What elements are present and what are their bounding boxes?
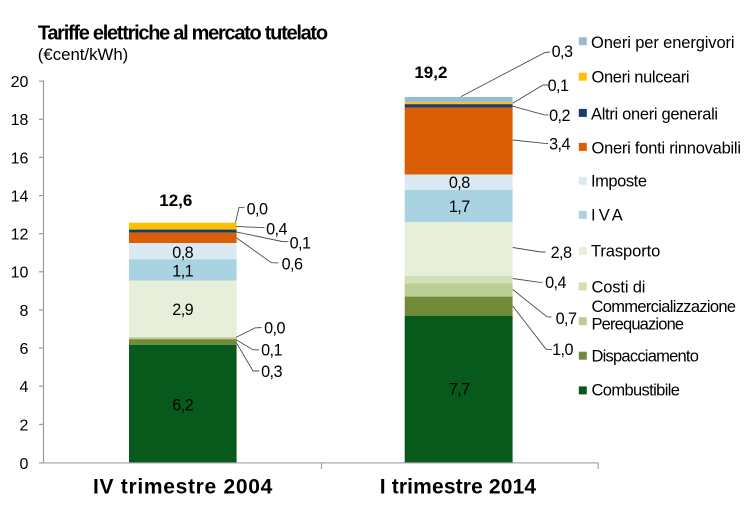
svg-text:Costi di: Costi di [592, 278, 646, 296]
svg-text:0,2: 0,2 [549, 107, 570, 125]
svg-text:8: 8 [19, 303, 28, 320]
svg-text:1,1: 1,1 [172, 262, 193, 280]
svg-text:14: 14 [11, 189, 29, 206]
svg-text:0,4: 0,4 [545, 274, 566, 292]
svg-text:20: 20 [11, 74, 29, 91]
svg-text:0,1: 0,1 [290, 234, 311, 252]
svg-text:0: 0 [19, 456, 28, 473]
svg-text:Combustibile: Combustibile [592, 381, 680, 399]
svg-text:7,7: 7,7 [449, 381, 470, 399]
svg-text:1,0: 1,0 [552, 341, 573, 359]
svg-text:0,1: 0,1 [548, 77, 569, 95]
svg-text:0,0: 0,0 [264, 320, 285, 338]
svg-text:Commercializzazione: Commercializzazione [592, 298, 736, 316]
svg-text:Oneri fonti rinnovabili: Oneri fonti rinnovabili [592, 139, 741, 157]
svg-text:6: 6 [19, 341, 28, 358]
svg-text:Imposte: Imposte [591, 173, 647, 191]
svg-text:2,9: 2,9 [172, 301, 193, 319]
svg-text:0,8: 0,8 [449, 174, 470, 192]
svg-text:4: 4 [19, 379, 28, 396]
svg-text:I trimestre 2014: I trimestre 2014 [380, 476, 537, 499]
svg-text:Dispacciamento: Dispacciamento [592, 348, 699, 366]
svg-text:19,2: 19,2 [414, 63, 447, 82]
svg-text:0,3: 0,3 [261, 363, 282, 381]
svg-text:3,4: 3,4 [549, 136, 570, 154]
svg-text:0,0: 0,0 [247, 201, 268, 219]
svg-text:10: 10 [11, 265, 29, 282]
svg-text:0,4: 0,4 [266, 221, 287, 239]
svg-text:12: 12 [11, 227, 29, 244]
svg-text:12,6: 12,6 [159, 191, 192, 210]
svg-text:Tariffe elettriche al mercato: Tariffe elettriche al mercato tutelato [38, 22, 328, 44]
svg-text:0,1: 0,1 [261, 341, 282, 359]
svg-text:0,7: 0,7 [556, 310, 577, 328]
svg-text:(€cent/kWh): (€cent/kWh) [38, 45, 128, 64]
svg-text:Altri oneri generali: Altri oneri generali [591, 106, 718, 124]
svg-text:IV trimestre 2004: IV trimestre 2004 [93, 476, 273, 499]
svg-text:0,3: 0,3 [552, 43, 573, 61]
svg-text:18: 18 [11, 112, 29, 129]
svg-text:Oneri nulceari: Oneri nulceari [592, 68, 690, 86]
svg-text:1,7: 1,7 [449, 198, 470, 216]
svg-text:Perequazione: Perequazione [592, 315, 684, 333]
svg-text:Trasporto: Trasporto [591, 242, 660, 260]
svg-text:6,2: 6,2 [172, 396, 193, 414]
svg-text:16: 16 [11, 150, 29, 167]
svg-text:2,8: 2,8 [551, 244, 572, 262]
svg-text:Oneri per energivori: Oneri per energivori [591, 34, 734, 52]
svg-text:2: 2 [19, 417, 28, 434]
svg-text:IVA: IVA [591, 207, 626, 225]
svg-text:0,6: 0,6 [282, 256, 303, 274]
svg-text:0,8: 0,8 [172, 244, 193, 262]
